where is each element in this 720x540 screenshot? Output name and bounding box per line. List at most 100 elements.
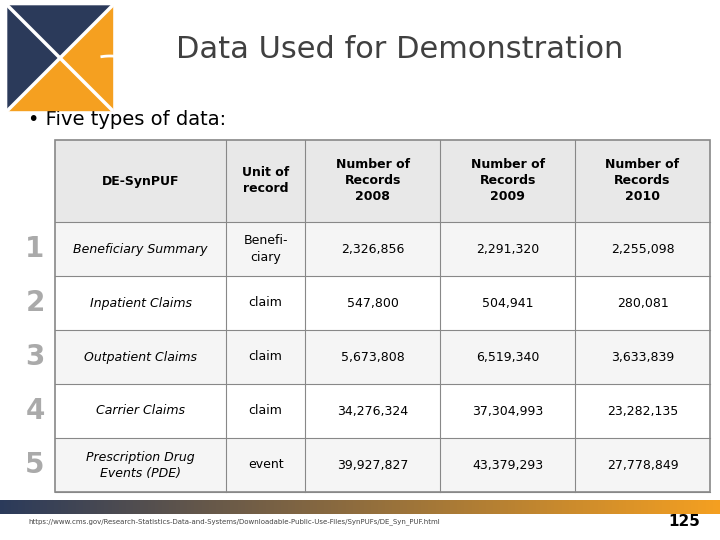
Text: event: event <box>248 458 284 471</box>
Bar <box>641 500 645 514</box>
Text: 43,379,293: 43,379,293 <box>472 458 543 471</box>
Bar <box>436 500 440 514</box>
Bar <box>140 500 145 514</box>
Bar <box>220 500 224 514</box>
Text: 3: 3 <box>25 343 45 371</box>
Text: 37,304,993: 37,304,993 <box>472 404 543 417</box>
Bar <box>432 500 436 514</box>
Bar <box>83 500 87 514</box>
Bar <box>173 500 177 514</box>
Text: Outpatient Claims: Outpatient Claims <box>84 350 197 363</box>
Bar <box>698 500 703 514</box>
Bar <box>659 500 663 514</box>
Bar <box>108 500 112 514</box>
Bar <box>515 500 519 514</box>
Text: Prescription Drug
Events (PDE): Prescription Drug Events (PDE) <box>86 450 195 480</box>
Bar <box>50 500 55 514</box>
Bar <box>562 500 566 514</box>
Text: 1: 1 <box>25 235 45 263</box>
Bar <box>684 500 688 514</box>
Text: 547,800: 547,800 <box>347 296 399 309</box>
Bar <box>565 500 570 514</box>
Bar <box>468 500 472 514</box>
Text: 2,326,856: 2,326,856 <box>341 242 405 255</box>
Text: 3,633,839: 3,633,839 <box>611 350 674 363</box>
Text: 23,282,135: 23,282,135 <box>607 404 678 417</box>
Bar <box>389 500 393 514</box>
Bar <box>295 500 300 514</box>
Bar <box>274 500 278 514</box>
Bar <box>338 500 343 514</box>
Text: https://www.cms.gov/Research-Statistics-Data-and-Systems/Downloadable-Public-Use: https://www.cms.gov/Research-Statistics-… <box>28 518 440 525</box>
Bar <box>576 500 580 514</box>
Bar <box>25 500 30 514</box>
Bar <box>266 500 271 514</box>
Bar <box>443 500 447 514</box>
Bar <box>11 500 15 514</box>
Bar <box>472 500 476 514</box>
Bar <box>176 500 181 514</box>
Bar <box>378 500 382 514</box>
Bar <box>695 500 699 514</box>
Bar <box>497 500 501 514</box>
Bar <box>54 500 58 514</box>
Bar <box>522 500 526 514</box>
Bar <box>601 500 606 514</box>
Bar <box>216 500 220 514</box>
Bar <box>594 500 598 514</box>
Bar <box>22 500 26 514</box>
Bar <box>223 500 228 514</box>
Bar <box>162 500 166 514</box>
Bar <box>688 500 692 514</box>
Bar <box>55 438 710 492</box>
Bar <box>652 500 656 514</box>
Bar <box>317 500 321 514</box>
Bar <box>320 500 325 514</box>
Bar <box>55 276 710 330</box>
Bar <box>407 500 411 514</box>
Bar <box>619 500 624 514</box>
Bar <box>212 500 217 514</box>
Bar <box>47 500 51 514</box>
Bar <box>180 500 184 514</box>
Bar <box>187 500 192 514</box>
Bar <box>151 500 156 514</box>
Bar <box>644 500 649 514</box>
Bar <box>40 500 44 514</box>
Bar <box>101 500 105 514</box>
Text: 6,519,340: 6,519,340 <box>476 350 539 363</box>
Text: 504,941: 504,941 <box>482 296 534 309</box>
Bar <box>500 500 505 514</box>
Bar <box>194 500 199 514</box>
Text: Number of
Records
2009: Number of Records 2009 <box>470 159 544 204</box>
Bar <box>94 500 98 514</box>
Bar <box>130 500 134 514</box>
Bar <box>533 500 537 514</box>
Bar <box>259 500 264 514</box>
Bar <box>198 500 202 514</box>
Bar <box>248 500 253 514</box>
Text: 125: 125 <box>668 515 700 530</box>
Bar <box>14 500 19 514</box>
Bar <box>115 500 120 514</box>
Bar <box>623 500 627 514</box>
Bar <box>169 500 174 514</box>
Bar <box>104 500 109 514</box>
Bar <box>464 500 469 514</box>
Bar <box>97 500 102 514</box>
Text: Inpatient Claims: Inpatient Claims <box>89 296 192 309</box>
Bar <box>284 500 289 514</box>
Bar <box>655 500 660 514</box>
Bar <box>29 500 33 514</box>
Bar <box>482 500 487 514</box>
Bar <box>331 500 336 514</box>
Bar <box>608 500 613 514</box>
Bar <box>76 500 80 514</box>
Polygon shape <box>8 6 112 110</box>
Bar <box>410 500 415 514</box>
Bar <box>598 500 602 514</box>
Bar <box>112 500 116 514</box>
Bar <box>349 500 354 514</box>
Bar <box>155 500 159 514</box>
Bar <box>328 500 332 514</box>
